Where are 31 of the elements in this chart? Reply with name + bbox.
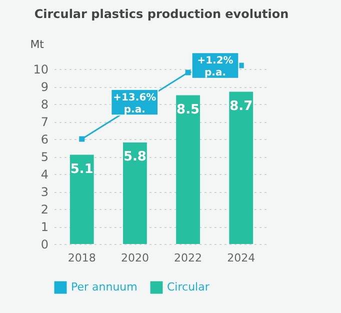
bar (70, 154, 94, 244)
y-tick-label: 1 (40, 220, 48, 234)
bar (229, 92, 254, 244)
data-label: 5.1 (70, 162, 94, 177)
y-tick-label: 6 (40, 132, 48, 146)
chart-title: Circular plastics production evolution (34, 7, 289, 21)
annotation: +13.6% p.a. (113, 92, 156, 116)
point (185, 70, 191, 76)
y-axis-title: Mt (30, 38, 45, 51)
y-tick-label: 5 (40, 150, 48, 164)
data-label: 8.7 (230, 98, 253, 114)
y-tick-label: 8 (40, 98, 48, 112)
y-tick-label: 9 (40, 80, 48, 94)
y-tick-label: 0 (40, 238, 48, 252)
legend-label: Circular (167, 280, 210, 294)
x-tick-label: 2022 (174, 252, 202, 264)
data-label: 5.8 (123, 150, 146, 164)
bar (176, 95, 200, 244)
bar (123, 142, 147, 244)
y-tick-label: 4 (40, 168, 48, 182)
y-tick-label: 3 (40, 185, 48, 199)
y-tick-label: 2 (40, 202, 48, 216)
y-tick-label: 10 (33, 62, 48, 76)
x-tick-label: 2020 (120, 252, 149, 264)
y-tick-label: 7 (40, 115, 48, 129)
legend-label: Per annuum (71, 280, 138, 294)
point (79, 136, 85, 142)
x-tick-label: 2024 (227, 252, 256, 264)
x-tick-label: 2018 (68, 252, 96, 264)
annotation: +1.2% p.a. (197, 56, 234, 78)
data-label: 8.5 (176, 102, 200, 118)
